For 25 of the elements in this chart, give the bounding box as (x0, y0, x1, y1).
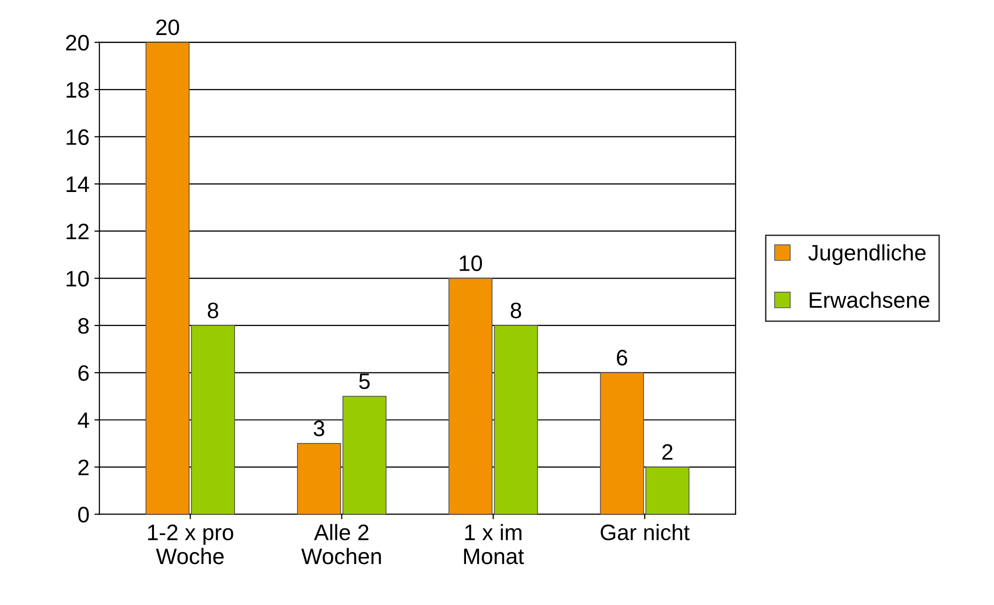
y-tick-label: 0 (78, 506, 89, 523)
y-tick-label: 6 (78, 365, 89, 381)
data-label: 8 (510, 302, 522, 318)
y-tick-label: 14 (66, 176, 90, 192)
y-tick-label: 18 (66, 82, 89, 98)
x-tick-label: Alle 2 Wochen (301, 524, 381, 564)
legend-label: Jugendliche (808, 244, 926, 265)
data-label: 20 (156, 19, 180, 36)
x-tick-label: 1 x im Monat (464, 524, 524, 564)
data-label: 10 (460, 255, 482, 272)
y-tick-label: 8 (78, 318, 89, 334)
y-tick-label: 4 (78, 412, 90, 428)
y-tick-label: 10 (66, 270, 89, 287)
y-tick-label: 12 (66, 224, 89, 240)
y-tick-label: 16 (66, 129, 89, 145)
data-label: 3 (314, 420, 324, 436)
data-label: 8 (208, 302, 218, 318)
data-label: 5 (359, 374, 370, 390)
y-tick-label: 20 (66, 34, 89, 51)
x-tick-label: Gar nicht (600, 524, 690, 540)
data-label: 2 (662, 444, 672, 460)
x-tick-label: 1-2 x pro Woche (148, 524, 234, 564)
legend-label: Erwachsene (810, 292, 930, 308)
y-tick-label: 2 (78, 460, 89, 476)
data-label: 6 (616, 350, 628, 366)
